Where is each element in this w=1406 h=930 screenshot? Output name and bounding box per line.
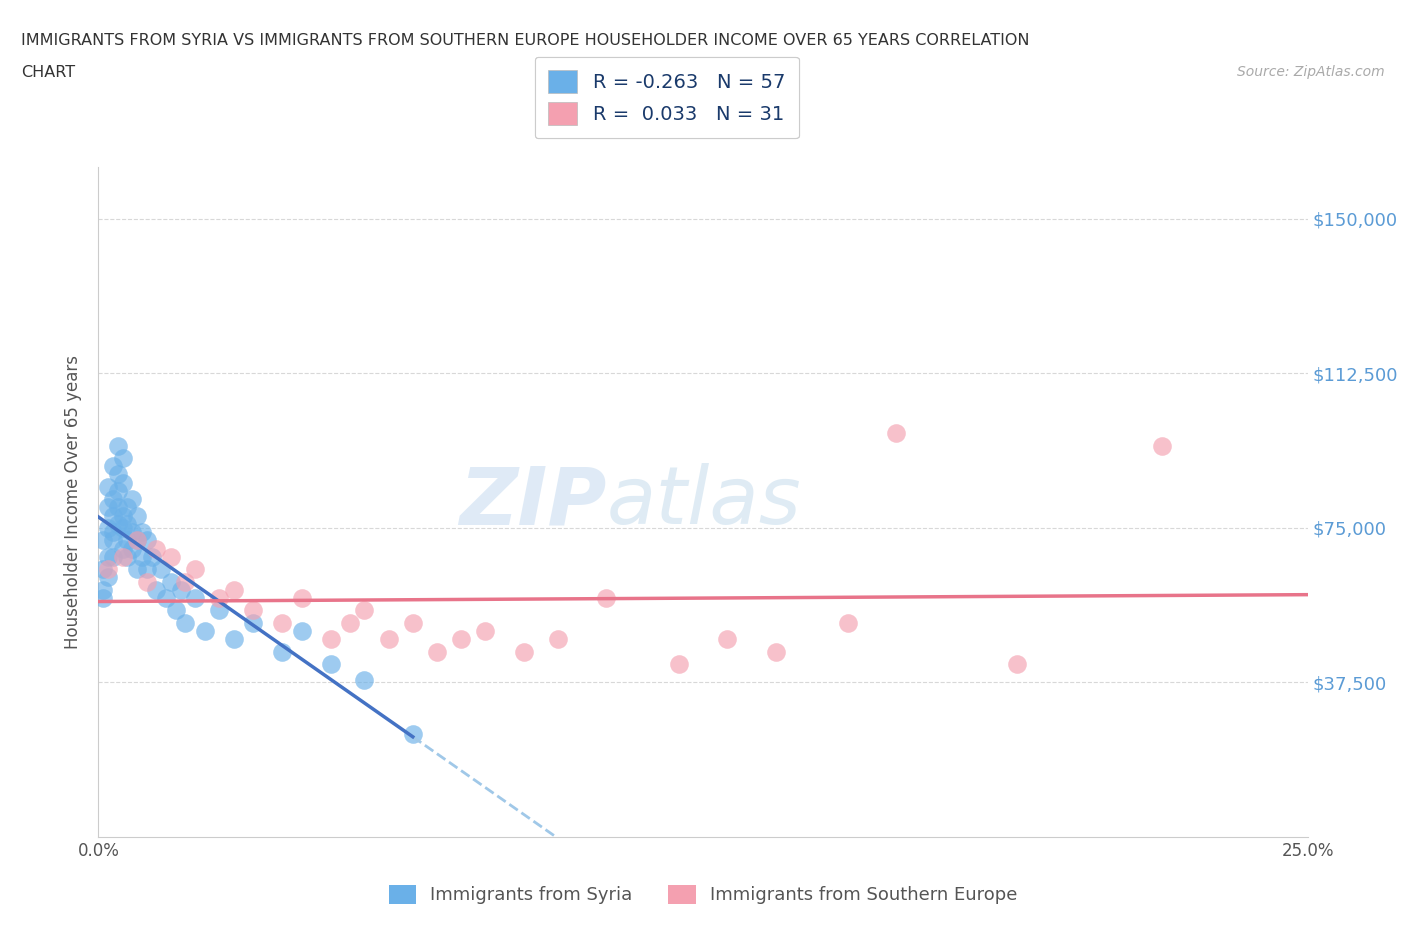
- Point: [1007, 657, 1029, 671]
- Point: [242, 603, 264, 618]
- Point: [91, 591, 114, 605]
- Point: [271, 644, 294, 659]
- Point: [117, 550, 139, 565]
- Point: [450, 631, 472, 646]
- Point: [290, 591, 312, 605]
- Point: [353, 603, 375, 618]
- Point: [131, 525, 153, 539]
- Point: [184, 562, 207, 577]
- Point: [402, 726, 425, 741]
- Point: [97, 570, 120, 585]
- Point: [426, 644, 449, 659]
- Text: ZIP: ZIP: [458, 463, 606, 541]
- Point: [117, 533, 139, 548]
- Point: [547, 631, 569, 646]
- Point: [174, 616, 197, 631]
- Point: [101, 492, 124, 507]
- Point: [127, 562, 149, 577]
- Point: [97, 521, 120, 536]
- Point: [319, 657, 342, 671]
- Point: [101, 508, 124, 523]
- Point: [111, 521, 134, 536]
- Point: [668, 657, 690, 671]
- Point: [155, 591, 177, 605]
- Point: [135, 562, 157, 577]
- Point: [91, 533, 114, 548]
- Point: [111, 541, 134, 556]
- Point: [135, 574, 157, 589]
- Point: [377, 631, 399, 646]
- Point: [290, 623, 312, 638]
- Point: [160, 550, 183, 565]
- Text: atlas: atlas: [606, 463, 801, 541]
- Point: [474, 623, 496, 638]
- Point: [513, 644, 536, 659]
- Text: CHART: CHART: [21, 65, 75, 80]
- Point: [174, 574, 197, 589]
- Point: [111, 508, 134, 523]
- Point: [127, 533, 149, 548]
- Point: [121, 525, 143, 539]
- Point: [111, 550, 134, 565]
- Point: [339, 616, 361, 631]
- Point: [402, 616, 425, 631]
- Point: [184, 591, 207, 605]
- Legend: Immigrants from Syria, Immigrants from Southern Europe: Immigrants from Syria, Immigrants from S…: [381, 878, 1025, 911]
- Point: [353, 673, 375, 688]
- Point: [101, 533, 124, 548]
- Point: [107, 516, 129, 531]
- Point: [169, 582, 191, 597]
- Point: [242, 616, 264, 631]
- Point: [222, 582, 245, 597]
- Point: [165, 603, 187, 618]
- Y-axis label: Householder Income Over 65 years: Householder Income Over 65 years: [65, 355, 83, 649]
- Point: [107, 484, 129, 498]
- Point: [117, 516, 139, 531]
- Point: [1152, 438, 1174, 453]
- Point: [145, 582, 167, 597]
- Point: [97, 550, 120, 565]
- Point: [101, 525, 124, 539]
- Point: [271, 616, 294, 631]
- Text: Source: ZipAtlas.com: Source: ZipAtlas.com: [1237, 65, 1385, 79]
- Point: [145, 541, 167, 556]
- Point: [135, 533, 157, 548]
- Point: [91, 582, 114, 597]
- Point: [194, 623, 217, 638]
- Point: [97, 562, 120, 577]
- Point: [131, 550, 153, 565]
- Point: [595, 591, 617, 605]
- Point: [127, 533, 149, 548]
- Point: [127, 508, 149, 523]
- Point: [107, 500, 129, 515]
- Point: [111, 450, 134, 465]
- Point: [208, 603, 231, 618]
- Point: [97, 500, 120, 515]
- Point: [716, 631, 738, 646]
- Text: IMMIGRANTS FROM SYRIA VS IMMIGRANTS FROM SOUTHERN EUROPE HOUSEHOLDER INCOME OVER: IMMIGRANTS FROM SYRIA VS IMMIGRANTS FROM…: [21, 33, 1029, 47]
- Point: [141, 550, 163, 565]
- Point: [121, 541, 143, 556]
- Point: [222, 631, 245, 646]
- Point: [117, 500, 139, 515]
- Point: [837, 616, 859, 631]
- Legend: R = -0.263   N = 57, R =  0.033   N = 31: R = -0.263 N = 57, R = 0.033 N = 31: [534, 57, 799, 139]
- Point: [107, 467, 129, 482]
- Point: [111, 475, 134, 490]
- Point: [97, 479, 120, 494]
- Point: [160, 574, 183, 589]
- Point: [101, 458, 124, 473]
- Point: [208, 591, 231, 605]
- Point: [121, 492, 143, 507]
- Point: [765, 644, 787, 659]
- Point: [150, 562, 173, 577]
- Point: [91, 562, 114, 577]
- Point: [107, 438, 129, 453]
- Point: [886, 426, 908, 441]
- Point: [101, 550, 124, 565]
- Point: [319, 631, 342, 646]
